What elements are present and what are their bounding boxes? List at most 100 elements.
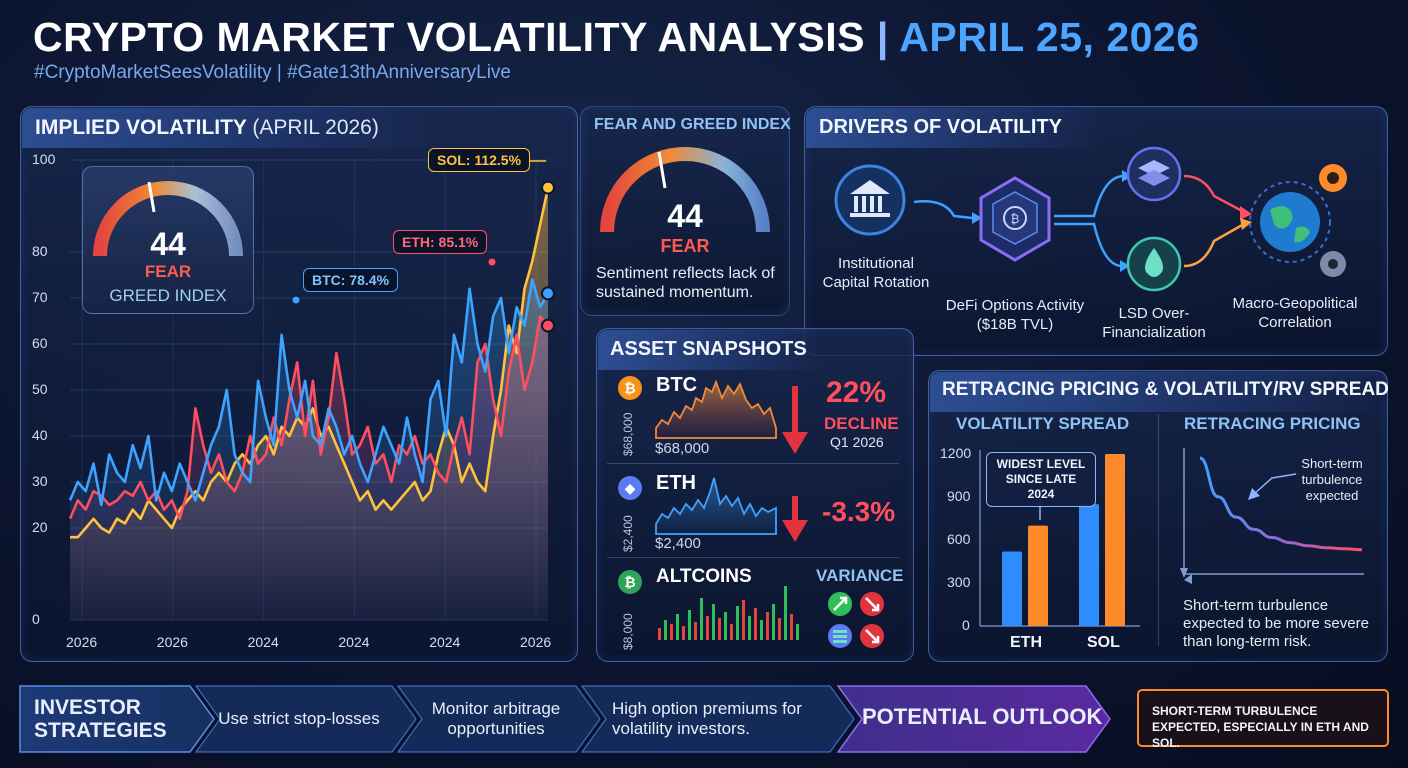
fear-greed-gauge [600,147,770,233]
eth-mini-area [655,477,777,535]
driver-label-defi: DeFi Options Activity ($18B TVL) [945,297,1085,333]
strategies-label: INVESTOR STRATEGIES [34,696,167,742]
connector-lsd-macro [1183,222,1245,268]
fear-greed-caption: Sentiment reflects lack of sustained mom… [596,265,775,301]
chev-premiums [580,685,855,753]
variance-down2-icon [860,624,884,648]
iv-x-tick: 2024 [247,634,279,650]
strategy-item-arbitrage: Monitor arbitrage opportunities [431,699,561,738]
iv-title: IMPLIED VOLATILITY (APRIL 2026) [35,116,379,139]
eth-row [607,464,899,558]
spread-y-tick: 900 [947,488,971,504]
layers-icon [1126,146,1182,202]
drivers-title: DRIVERS OF VOLATILITY [819,116,1062,138]
strategy-strip [19,685,1389,753]
retracing-header-bar [930,372,1386,412]
spread-x-label: SOL [1087,634,1120,651]
eth-change: -3.3% [822,496,896,527]
iv-y-tick: 80 [32,243,48,259]
alt-coin-icon: ₿ [618,570,642,594]
iv-x-tick: 2024 [338,634,370,650]
pricing-description: Short-term turbulence expected to be mor… [1183,597,1369,650]
eth-price: $2,400 [655,535,701,552]
retracing-divider [1158,414,1159,646]
iv-gauge-needle [147,181,156,213]
btc-change-label: DECLINE [824,414,899,433]
iv-gauge-caption: GREED INDEX [109,286,227,305]
btc-change: 22% [826,376,887,409]
strategy-item-premiums: High option premiums for volatility inve… [612,699,802,738]
defi-hexagon-icon: ₿ [979,176,1051,262]
eth-down-arrow-icon [782,496,808,542]
btc-row [607,366,899,464]
drivers-header-bar [806,108,1106,148]
hashtags: #CryptoMarketSeesVolatility | #Gate13thA… [34,62,512,83]
driver-label-institutional: Institutional Capital Rotation [822,255,930,291]
iv-x-tick: 2026 [66,634,98,650]
lsd-drop-icon [1126,236,1182,292]
bank-icon [834,164,906,236]
retracing-title: RETRACING PRICING & VOLATILITY/RV SPREAD [942,379,1389,400]
globe-gears-icon [1249,164,1347,277]
pricing-subtitle: RETRACING PRICING [1184,414,1361,433]
chev-outlook [836,685,1111,753]
outlook-text: SHORT-TERM TURBULENCE EXPECTED, ESPECIAL… [1152,704,1369,750]
iv-gauge-value: 44 [150,226,186,262]
outlook-label: POTENTIAL OUTLOOK [862,704,1103,729]
spread-subtitle: VOLATILITY SPREAD [956,414,1130,433]
chev-strategies [19,685,215,753]
fear-greed-needle [657,151,667,189]
connector-layers-macro [1183,174,1245,214]
iv-header-bar [22,108,442,148]
snapshot-mini-charts [655,379,884,648]
connector-defi-layers [1054,174,1125,218]
iv-y-tick: 30 [32,473,48,489]
driver-label-macro: Macro-Geopolitical Correlation [1232,295,1358,331]
alt-volume-bars [658,586,799,640]
btc-coin-icon: ₿ [618,376,642,400]
iv-x-tick: 2026 [156,634,188,650]
chev-arbitrage [396,685,601,753]
page-title: CRYPTO MARKET VOLATILITY ANALYSIS | APRI… [33,14,1200,60]
fear-greed-value: 44 [667,198,703,234]
btc-mini-area [655,379,777,439]
alt-name: ALTCOINS [656,566,752,587]
sol-callout: SOL: 112.5% [428,148,531,172]
snapshots-header-bar [598,330,828,370]
fear-greed-title: FEAR AND GREED INDEX [594,116,791,133]
btc-price: $68,000 [655,440,710,457]
svg-text:₿: ₿ [1011,212,1020,226]
spread-callout: WIDEST LEVEL SINCE LATE 2024 [986,452,1096,507]
connector-bank-defi [913,200,973,220]
iv-x-tick: 2024 [429,634,461,650]
outlook-box [1137,689,1389,747]
btc-name: BTC [656,374,698,396]
eth-name: ETH [656,472,696,494]
driver-label-lsd: LSD Over-Financialization [1102,305,1206,341]
variance-down-icon [860,592,884,616]
iv-gauge-label: FEAR [144,262,192,281]
btc-down-arrow-icon [782,386,808,454]
btc-callout: BTC: 78.4% [303,268,399,292]
iv-y-tick: 40 [32,427,48,443]
spread-y-tick: 300 [947,574,971,590]
eth-callout: ETH: 85.1% [393,230,488,254]
iv-y-tick: 20 [32,519,48,535]
connector-defi-lsd [1054,222,1123,268]
strategy-item-stop-losses: Use strict stop-losses [218,709,380,728]
fear-greed-label: FEAR [660,236,710,256]
btc-period: Q1 2026 [830,434,884,450]
spread-y-tick: 1200 [940,445,972,461]
chev-stop-losses [194,685,417,753]
spread-x-label: ETH [1010,634,1042,651]
drivers-diagram: ₿ [834,146,1347,292]
pricing-note: Short-term turbulence expected [1301,456,1363,503]
iv-y-tick: 0 [32,611,40,627]
iv-gauge-arc [93,181,243,257]
eth-coin-icon: ◆ [618,476,642,500]
spread-y-tick: 0 [962,617,970,633]
snapshots-title: ASSET SNAPSHOTS [610,338,807,360]
variance-label: VARIANCE [816,566,904,585]
iv-y-tick: 70 [32,289,48,305]
iv-x-tick: 2026 [520,634,552,650]
